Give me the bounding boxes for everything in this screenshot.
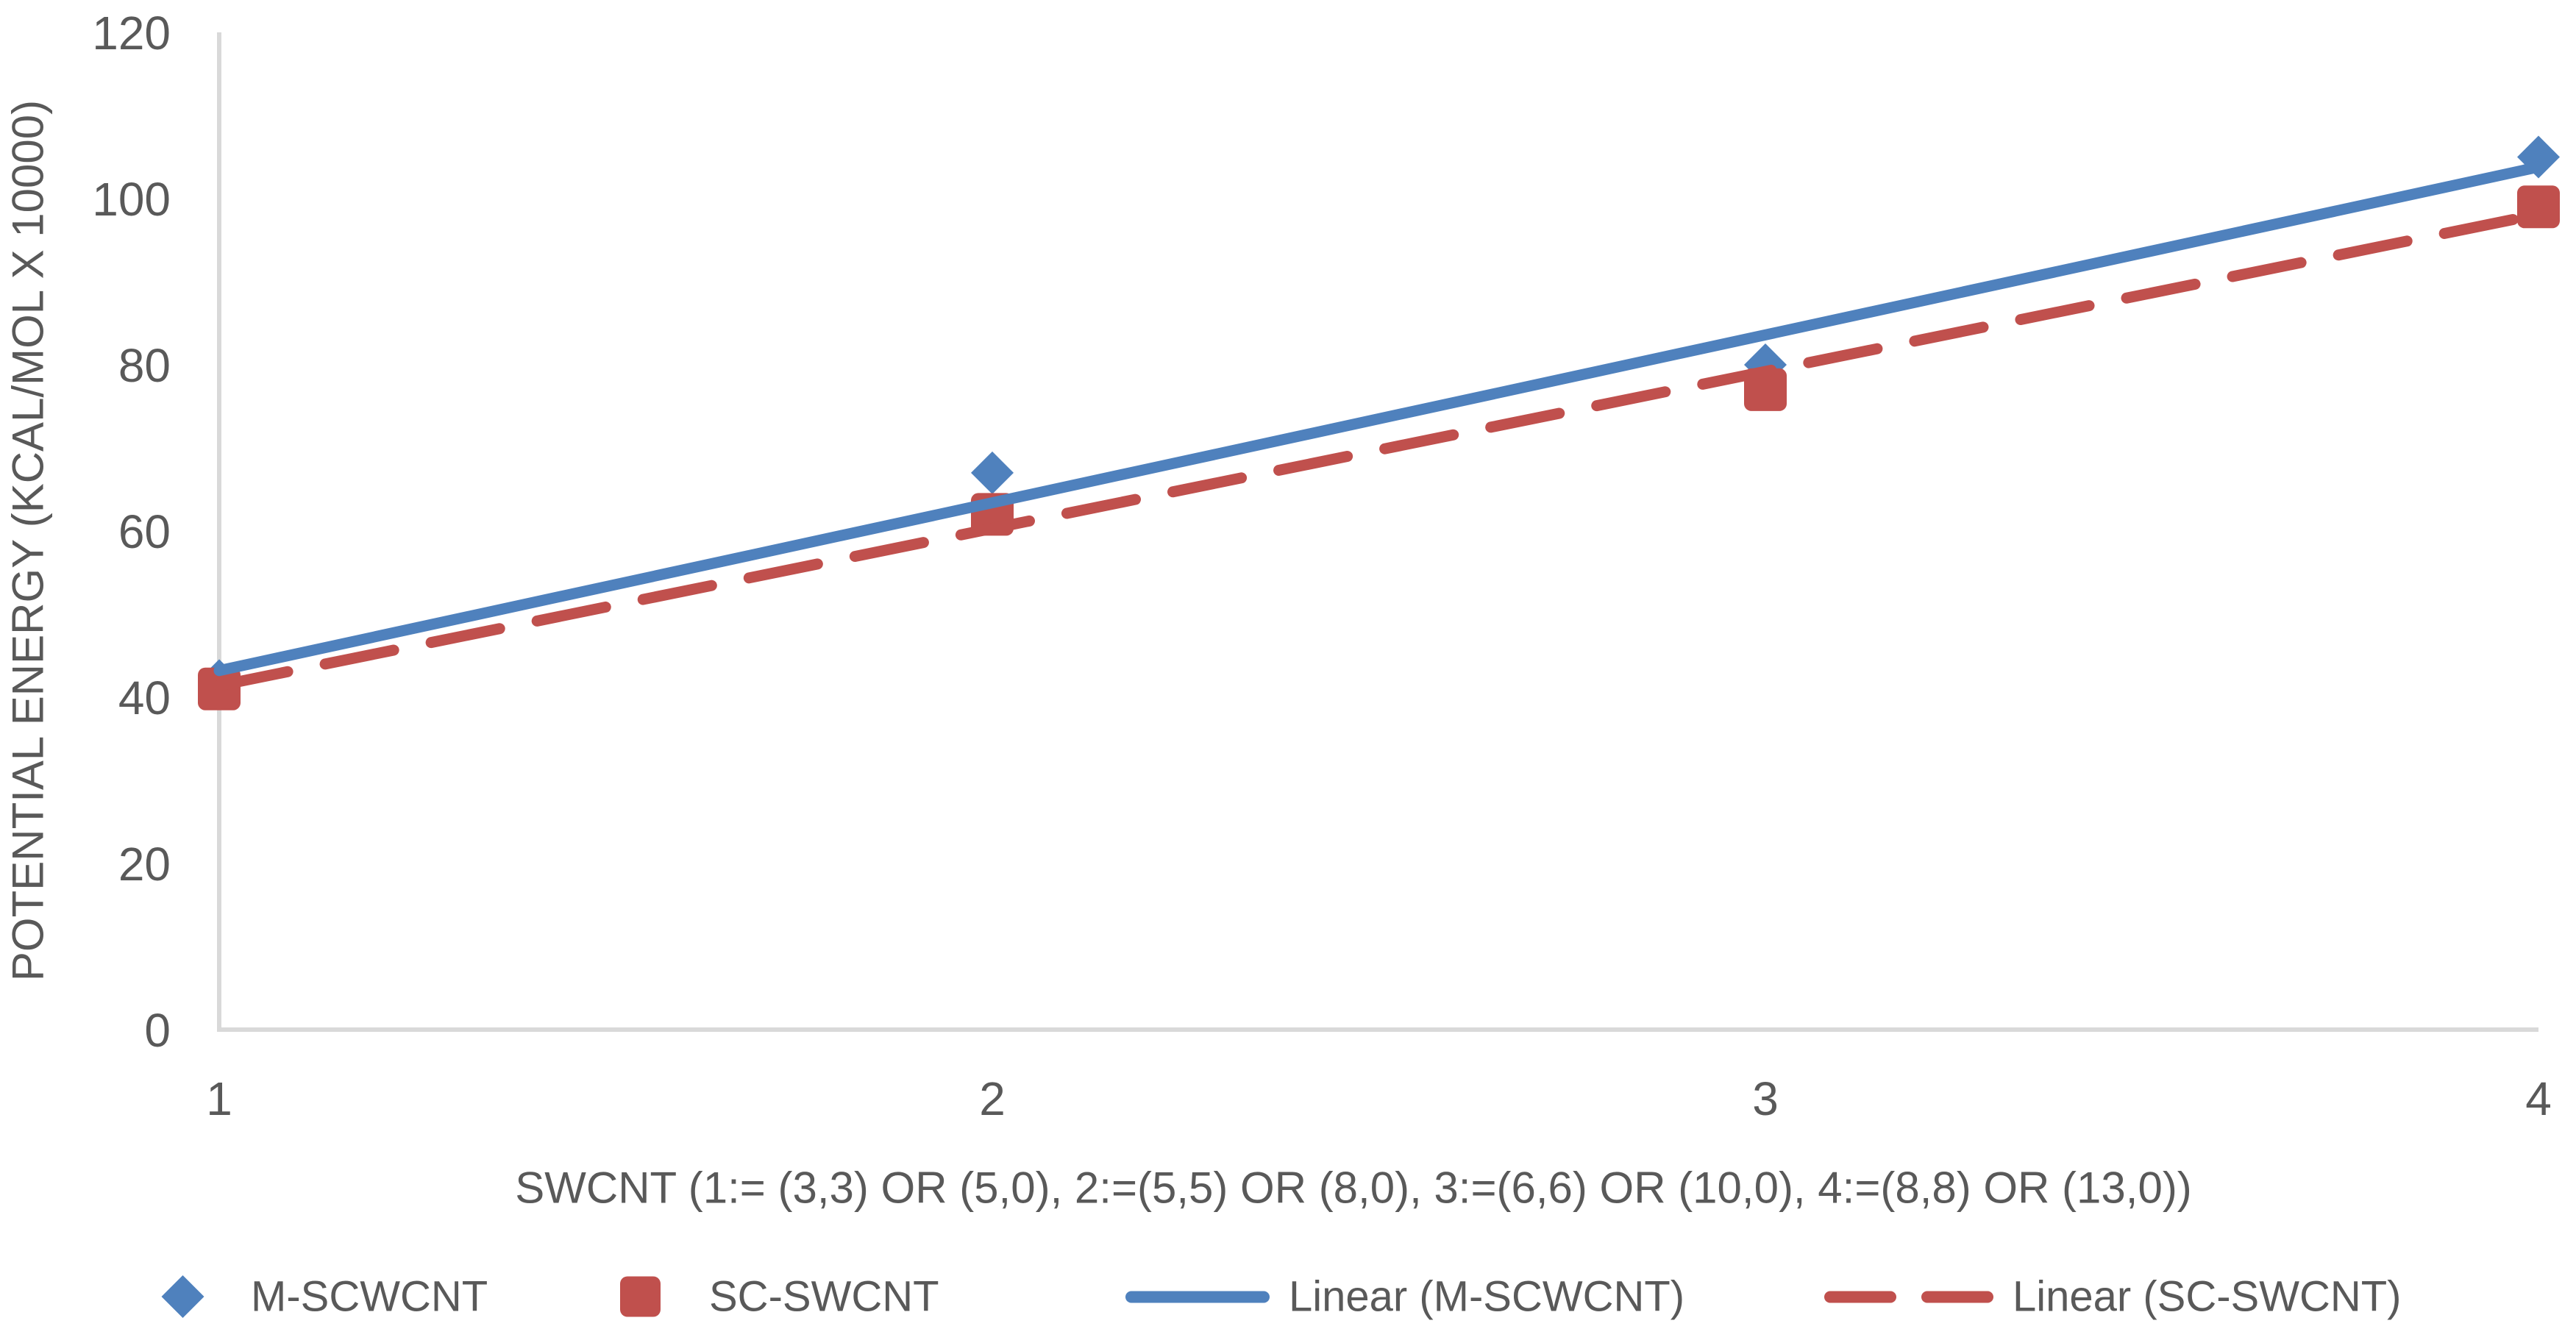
x-tick-label: 4 bbox=[2525, 1072, 2552, 1125]
y-tick-label: 0 bbox=[144, 1004, 171, 1057]
x-tick-label: 1 bbox=[206, 1072, 232, 1125]
legend-label: M-SCWCNT bbox=[251, 1272, 488, 1321]
data-point-diamond[interactable] bbox=[971, 451, 1014, 494]
y-tick-label: 40 bbox=[118, 671, 171, 724]
legend-item-sc-swcnt[interactable]: SC-SWCNT bbox=[620, 1272, 939, 1322]
trendline-dashed[interactable] bbox=[213, 208, 2544, 691]
legend-label: SC-SWCNT bbox=[709, 1272, 939, 1321]
y-tick-label: 100 bbox=[92, 173, 171, 226]
y-tick-label: 120 bbox=[92, 7, 171, 60]
y-tick-label: 60 bbox=[118, 505, 171, 558]
x-axis-title: SWCNT (1:= (3,3) OR (5,0), 2:=(5,5) OR (… bbox=[515, 1163, 2192, 1213]
legend-label: Linear (SC-SWCNT) bbox=[2013, 1272, 2402, 1321]
legend-item-m-scwcnt[interactable]: M-SCWCNT bbox=[160, 1272, 488, 1322]
data-point-square[interactable] bbox=[2517, 185, 2560, 229]
legend-label: Linear (M-SCWCNT) bbox=[1289, 1272, 1685, 1321]
legend-item-linear-sc-swcnt[interactable]: Linear (SC-SWCNT) bbox=[1824, 1272, 2402, 1322]
dashed-line-icon bbox=[1824, 1291, 1993, 1302]
square-marker-icon bbox=[620, 1276, 661, 1317]
y-axis-title: POTENTIAL ENERGY (KCAL/MOL X 10000) bbox=[3, 99, 53, 982]
trendline-solid[interactable] bbox=[213, 161, 2544, 677]
x-tick-label: 2 bbox=[979, 1072, 1006, 1125]
solid-line-icon bbox=[1125, 1291, 1270, 1302]
diamond-marker-icon bbox=[161, 1275, 204, 1318]
y-tick-label: 20 bbox=[118, 838, 171, 891]
legend-item-linear-m-scwcnt[interactable]: Linear (M-SCWCNT) bbox=[1125, 1272, 1684, 1322]
y-tick-label: 80 bbox=[118, 339, 171, 392]
x-tick-label: 3 bbox=[1752, 1072, 1779, 1125]
